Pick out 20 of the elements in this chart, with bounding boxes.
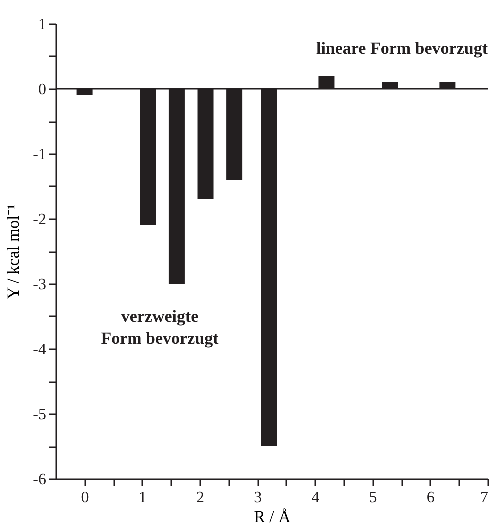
y-tick-label: 0	[38, 82, 46, 98]
y-tick-label: 1	[38, 16, 46, 34]
annotation: verzweigte Form bevorzugt	[101, 307, 220, 348]
y-tick-label: -2	[33, 212, 46, 228]
x-tick-label: 1	[138, 490, 147, 506]
x-tick-label: 3	[254, 490, 262, 506]
annotation: lineare Form bevorzugt	[316, 39, 488, 58]
y-axis-title: Y / kcal mol⁻¹	[4, 204, 24, 300]
x-tick-label: 0	[81, 490, 90, 506]
x-tick-label: 2	[196, 490, 204, 506]
x-axis-title: R / Å	[254, 508, 292, 526]
y-tick-label: -5	[33, 406, 46, 424]
x-tick-label: 5	[369, 490, 378, 506]
y-tick-label: -3	[33, 276, 46, 294]
y-tick-label: -6	[33, 472, 46, 488]
x-tick-label: 7	[480, 490, 488, 506]
y-tick-label: -1	[33, 146, 46, 164]
x-tick-label: 6	[426, 490, 435, 506]
y-tick-label: -4	[33, 342, 46, 358]
x-tick-label: 4	[312, 490, 320, 506]
